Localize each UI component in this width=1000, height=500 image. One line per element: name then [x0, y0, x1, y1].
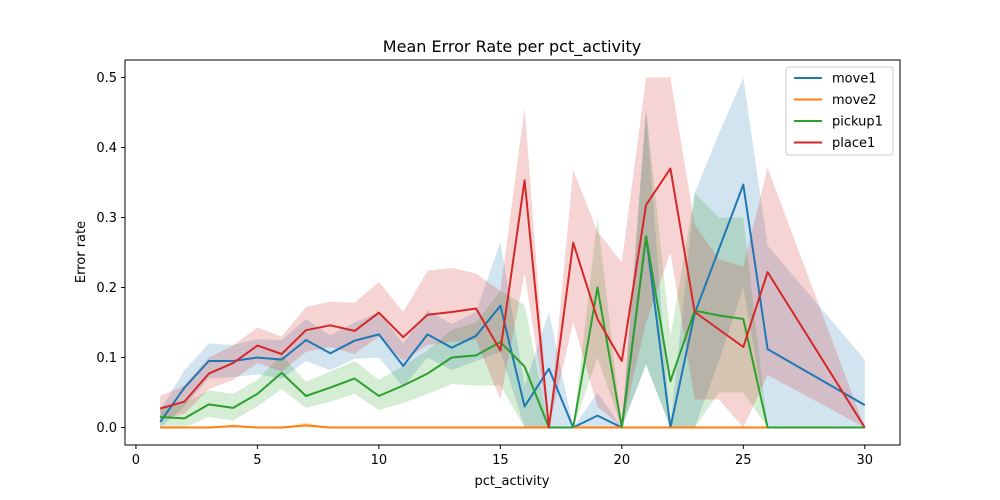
x-tick-label: 10 — [371, 453, 388, 468]
y-axis-label: Error rate — [74, 221, 89, 283]
series-lines — [159, 167, 866, 429]
series-line-place1 — [159, 167, 866, 429]
x-tick-label: 25 — [735, 453, 752, 468]
series-line-move2 — [160, 424, 865, 429]
legend-label-pickup1: pickup1 — [832, 115, 883, 130]
legend-label-place1: place1 — [832, 136, 875, 151]
band-pickup1 — [160, 109, 865, 428]
y-tick-label: 0.3 — [96, 211, 117, 226]
series-line-move1 — [159, 183, 866, 429]
y-tick-label: 0.4 — [96, 141, 117, 156]
x-tick-label: 30 — [856, 453, 873, 468]
y-axis-ticks: 0.0 0.1 0.2 0.3 0.4 0.5 — [96, 71, 125, 436]
y-tick-label: 0.2 — [96, 281, 117, 296]
x-axis-ticks: 0 5 10 15 20 25 30 — [132, 445, 873, 468]
y-tick-label: 0.1 — [96, 351, 117, 366]
chart-title: Mean Error Rate per pct_activity — [383, 37, 641, 57]
legend: move1 move2 pickup1 place1 — [785, 66, 894, 156]
x-tick-label: 0 — [132, 453, 140, 468]
legend-label-move2: move2 — [832, 93, 877, 108]
legend-box — [785, 66, 894, 156]
x-tick-label: 15 — [492, 453, 509, 468]
y-tick-label: 0.0 — [96, 421, 117, 436]
x-tick-label: 5 — [253, 453, 261, 468]
confidence-bands — [160, 77, 865, 428]
x-tick-label: 20 — [614, 453, 631, 468]
series-line-pickup1 — [160, 235, 865, 429]
plot-frame — [124, 59, 901, 446]
x-axis-label: pct_activity — [475, 474, 550, 489]
legend-label-move1: move1 — [832, 72, 877, 87]
y-tick-label: 0.5 — [96, 71, 117, 86]
